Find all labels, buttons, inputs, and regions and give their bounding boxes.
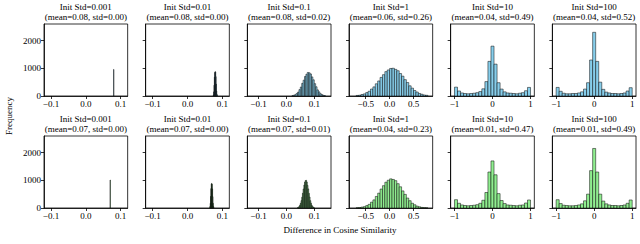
svg-text:(mean=0.01, std=0.47): (mean=0.01, std=0.47) <box>451 124 533 134</box>
svg-text:Frequency: Frequency <box>4 97 14 135</box>
svg-text:Init Std=0.1: Init Std=0.1 <box>268 114 311 124</box>
svg-text:0.5: 0.5 <box>408 211 420 221</box>
svg-text:−0.1: −0.1 <box>43 211 59 221</box>
svg-text:(mean=0.07, std=0.00): (mean=0.07, std=0.00) <box>146 124 228 134</box>
svg-text:0: 0 <box>490 211 495 221</box>
svg-text:Init Std=100: Init Std=100 <box>571 2 617 12</box>
svg-text:2000: 2000 <box>23 148 42 158</box>
svg-text:(mean=0.08, std=0.00): (mean=0.08, std=0.00) <box>146 12 228 22</box>
svg-text:0.1: 0.1 <box>309 211 320 221</box>
svg-text:−0.1: −0.1 <box>250 99 266 109</box>
svg-text:0.0: 0.0 <box>80 211 92 221</box>
svg-text:2000: 2000 <box>23 36 42 46</box>
svg-text:Init Std=1: Init Std=1 <box>373 114 409 124</box>
svg-text:(mean=0.08, std=0.02): (mean=0.08, std=0.02) <box>248 12 330 22</box>
svg-text:1000: 1000 <box>23 63 42 73</box>
svg-text:−1: −1 <box>450 99 460 109</box>
svg-text:−0.1: −0.1 <box>250 211 266 221</box>
svg-text:Init Std=10: Init Std=10 <box>472 2 513 12</box>
svg-text:Init Std=0.001: Init Std=0.001 <box>60 2 112 12</box>
svg-text:0.1: 0.1 <box>115 99 126 109</box>
svg-text:−1: −1 <box>551 99 561 109</box>
svg-text:0.1: 0.1 <box>217 211 228 221</box>
svg-text:(mean=0.08, std=0.00): (mean=0.08, std=0.00) <box>45 12 127 22</box>
svg-text:0: 0 <box>37 91 42 101</box>
svg-text:0.5: 0.5 <box>408 99 420 109</box>
svg-text:−0.1: −0.1 <box>144 99 160 109</box>
svg-text:Init Std=0.01: Init Std=0.01 <box>164 2 212 12</box>
svg-text:Init Std=10: Init Std=10 <box>472 114 513 124</box>
svg-text:Init Std=100: Init Std=100 <box>571 114 617 124</box>
svg-text:0.0: 0.0 <box>182 211 194 221</box>
svg-text:1: 1 <box>630 99 635 109</box>
svg-text:(mean=0.04, std=0.49): (mean=0.04, std=0.49) <box>451 12 533 22</box>
svg-text:(mean=0.07, std=0.01): (mean=0.07, std=0.01) <box>248 124 330 134</box>
svg-text:1000: 1000 <box>23 175 42 185</box>
svg-text:Difference in Cosine Similarit: Difference in Cosine Similarity <box>283 225 397 235</box>
svg-text:−1: −1 <box>450 211 460 221</box>
svg-text:Init Std=0.001: Init Std=0.001 <box>60 114 112 124</box>
svg-text:0: 0 <box>592 211 597 221</box>
svg-text:0: 0 <box>37 203 42 213</box>
svg-text:(mean=0.06, std=0.26): (mean=0.06, std=0.26) <box>350 12 432 22</box>
svg-text:0.0: 0.0 <box>384 99 396 109</box>
svg-text:0.0: 0.0 <box>281 211 293 221</box>
svg-text:1: 1 <box>528 211 533 221</box>
svg-text:0.0: 0.0 <box>80 99 92 109</box>
svg-text:1: 1 <box>630 211 635 221</box>
svg-text:(mean=0.04, std=0.52): (mean=0.04, std=0.52) <box>553 12 635 22</box>
svg-text:1: 1 <box>528 99 533 109</box>
svg-text:(mean=0.07, std=0.00): (mean=0.07, std=0.00) <box>45 124 127 134</box>
svg-text:0.0: 0.0 <box>384 211 396 221</box>
svg-text:−0.1: −0.1 <box>43 99 59 109</box>
svg-text:0: 0 <box>592 99 597 109</box>
svg-text:0: 0 <box>490 99 495 109</box>
svg-text:0.0: 0.0 <box>281 99 293 109</box>
svg-text:(mean=0.04, std=0.23): (mean=0.04, std=0.23) <box>350 124 432 134</box>
svg-text:0.1: 0.1 <box>217 99 228 109</box>
svg-text:Init Std=1: Init Std=1 <box>373 2 409 12</box>
svg-text:−0.5: −0.5 <box>358 211 375 221</box>
svg-text:0.1: 0.1 <box>309 99 320 109</box>
svg-text:0.1: 0.1 <box>115 211 126 221</box>
svg-text:(mean=0.01, std=0.49): (mean=0.01, std=0.49) <box>553 124 635 134</box>
svg-text:−0.1: −0.1 <box>144 211 160 221</box>
svg-text:Init Std=0.1: Init Std=0.1 <box>268 2 311 12</box>
svg-text:0.0: 0.0 <box>182 99 194 109</box>
svg-text:Init Std=0.01: Init Std=0.01 <box>164 114 212 124</box>
svg-text:−0.5: −0.5 <box>358 99 375 109</box>
svg-text:−1: −1 <box>551 211 561 221</box>
